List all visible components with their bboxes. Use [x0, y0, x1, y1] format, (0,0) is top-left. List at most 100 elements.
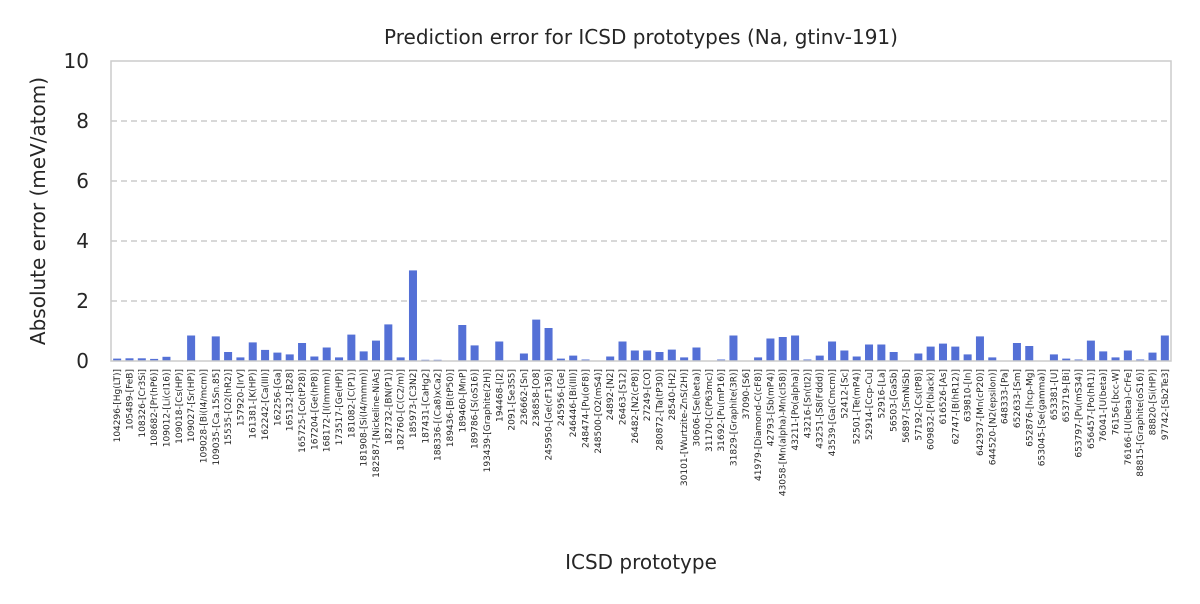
x-tick-label: 2091-[Se3S5] [508, 369, 518, 431]
bar [322, 347, 331, 361]
x-tick-label: 173517-[Ge(HP)] [335, 369, 345, 445]
bar [1111, 357, 1120, 361]
x-tick-label: 76041-[U(beta)] [1099, 369, 1109, 442]
x-tick-label: 31170-[C(P63mc)] [705, 369, 715, 452]
bar [285, 354, 294, 361]
bar [988, 357, 997, 361]
plot-frame [110, 60, 1172, 362]
x-tick-label: 248500-[O2(mS4)] [594, 369, 604, 454]
bar [778, 337, 787, 361]
x-tick-label: 236662-[Sn] [520, 369, 530, 425]
x-tick-label: 76166-[U(beta)-CrFe] [1124, 369, 1134, 465]
x-tick-label: 245956-[Ge] [557, 369, 567, 426]
x-tick-label: 52412-[Sc] [840, 369, 850, 419]
x-tick-label: 88820-[Si(HP)] [1149, 369, 1159, 435]
bar [310, 356, 319, 361]
x-tick-label: 31692-[Pu(mP16)] [717, 369, 727, 452]
bar [1049, 354, 1058, 361]
bar [1086, 340, 1095, 361]
x-tick-label: 653381-[U] [1050, 369, 1060, 420]
x-tick-label: 644520-[N2(epsilon)] [988, 369, 998, 465]
x-tick-label: 165132-[B28] [286, 369, 296, 431]
x-tick-label: 15535-[O2(hR2)] [224, 369, 234, 445]
x-tick-label: 56897-[SmNiSb] [902, 369, 912, 443]
x-tick-label: 109035-[Ca.15Sn.85] [212, 369, 222, 465]
x-tick-label: 648333-[Pa] [1001, 369, 1011, 424]
bar [1148, 352, 1157, 361]
bar [840, 350, 849, 361]
bar [359, 351, 368, 361]
x-tick-label: 162256-[Ga] [273, 369, 283, 426]
x-tick-label: 653797-[Pu(mS34)] [1075, 369, 1085, 458]
bar [1025, 346, 1034, 361]
x-tick-label: 652876-[hcp-Mg] [1025, 369, 1035, 447]
chart-title: Prediction error for ICSD prototypes (Na… [384, 25, 898, 49]
x-tick-label: 41979-[Diamond-C(cF8)] [754, 369, 764, 481]
bar [162, 356, 171, 361]
bar [556, 358, 565, 361]
x-tick-label: 182760-[C(C2/m)] [397, 369, 407, 451]
x-tick-label: 168172-[I(Immm)] [323, 369, 333, 452]
bar [791, 335, 800, 361]
x-tick-label: 52916-[La] [877, 369, 887, 418]
bar [384, 324, 393, 361]
x-tick-label: 616526-[As] [939, 369, 949, 424]
bar [667, 349, 676, 361]
x-tick-label: 642937-[Mn(cP20)] [976, 369, 986, 456]
x-tick-label: 43211-[Po(alpha)] [791, 369, 801, 450]
bar [729, 335, 738, 361]
x-tick-label: 157920-[IrV] [236, 369, 246, 426]
bar [187, 335, 196, 361]
x-tick-label: 109027-[Sr(HP)] [187, 369, 197, 442]
x-tick-label: 62747-[B(hR12)] [951, 369, 961, 445]
bar [766, 338, 775, 361]
x-tick-label: 188336-[(Ca8)xCa2] [434, 369, 444, 461]
bar [347, 334, 356, 361]
x-tick-label: 652633-[Sm] [1013, 369, 1023, 428]
x-tick-label: 189436-[B(tP50)] [446, 369, 456, 447]
bar [692, 347, 701, 361]
x-tick-label: 165725-[Co(tP28)] [298, 369, 308, 453]
x-tick-label: 639810-[In] [964, 369, 974, 422]
x-tick-label: 280872-[Ta(tP30)] [655, 369, 665, 451]
bar [951, 346, 960, 361]
bar [1012, 343, 1021, 361]
bar [606, 356, 615, 361]
x-tick-label: 248474-[Pu(oF8)] [582, 369, 592, 448]
x-tick-label: 26463-[S12] [619, 369, 629, 425]
x-tick-label: 57192-[Cs(tP8)] [914, 369, 924, 441]
x-tick-label: 52914-[Ccp-Cu] [865, 369, 875, 440]
bar [1099, 351, 1108, 361]
bar [248, 342, 257, 361]
y-tick-label: 8 [76, 109, 89, 133]
x-tick-label: 109012-[Li(cI16)] [162, 369, 172, 447]
bar [544, 328, 553, 361]
bar [852, 356, 861, 361]
y-tick-labels: 0 2 4 6 8 10 [64, 49, 89, 373]
x-tick-label: 30101-[Wurtzite-ZnS(2H)] [680, 369, 690, 486]
y-tick-label: 2 [76, 289, 89, 313]
bar [914, 353, 923, 361]
x-tick-label: 182732-[BN(P1)] [384, 369, 394, 445]
x-tick-label: 43539-[Ga(Cmcm)] [828, 369, 838, 456]
bar [125, 358, 134, 361]
x-tick-label: 27249-[CO] [643, 369, 653, 421]
x-tick-label: 162242-[Ca(III)] [261, 369, 271, 440]
bar [224, 352, 233, 361]
bar [926, 346, 935, 361]
x-tick-label: 97742-[Sb2Te3] [1161, 369, 1171, 440]
bar [236, 357, 245, 361]
bar [150, 358, 159, 361]
bar [865, 344, 874, 361]
bar [371, 340, 381, 361]
x-tick-label: 609832-[P(black)] [927, 369, 937, 450]
bar [1160, 335, 1169, 361]
bar [261, 349, 270, 361]
y-tick-label: 4 [76, 229, 89, 253]
x-tick-label: 193439-[Graphite(2H)] [483, 369, 493, 472]
x-tick-label: 246446-[Bi(III)] [569, 369, 579, 437]
bar [1062, 358, 1071, 361]
bar [569, 355, 578, 361]
bar [396, 357, 405, 361]
x-tick-label: 42793-[Sb(mP4)] [766, 369, 776, 446]
